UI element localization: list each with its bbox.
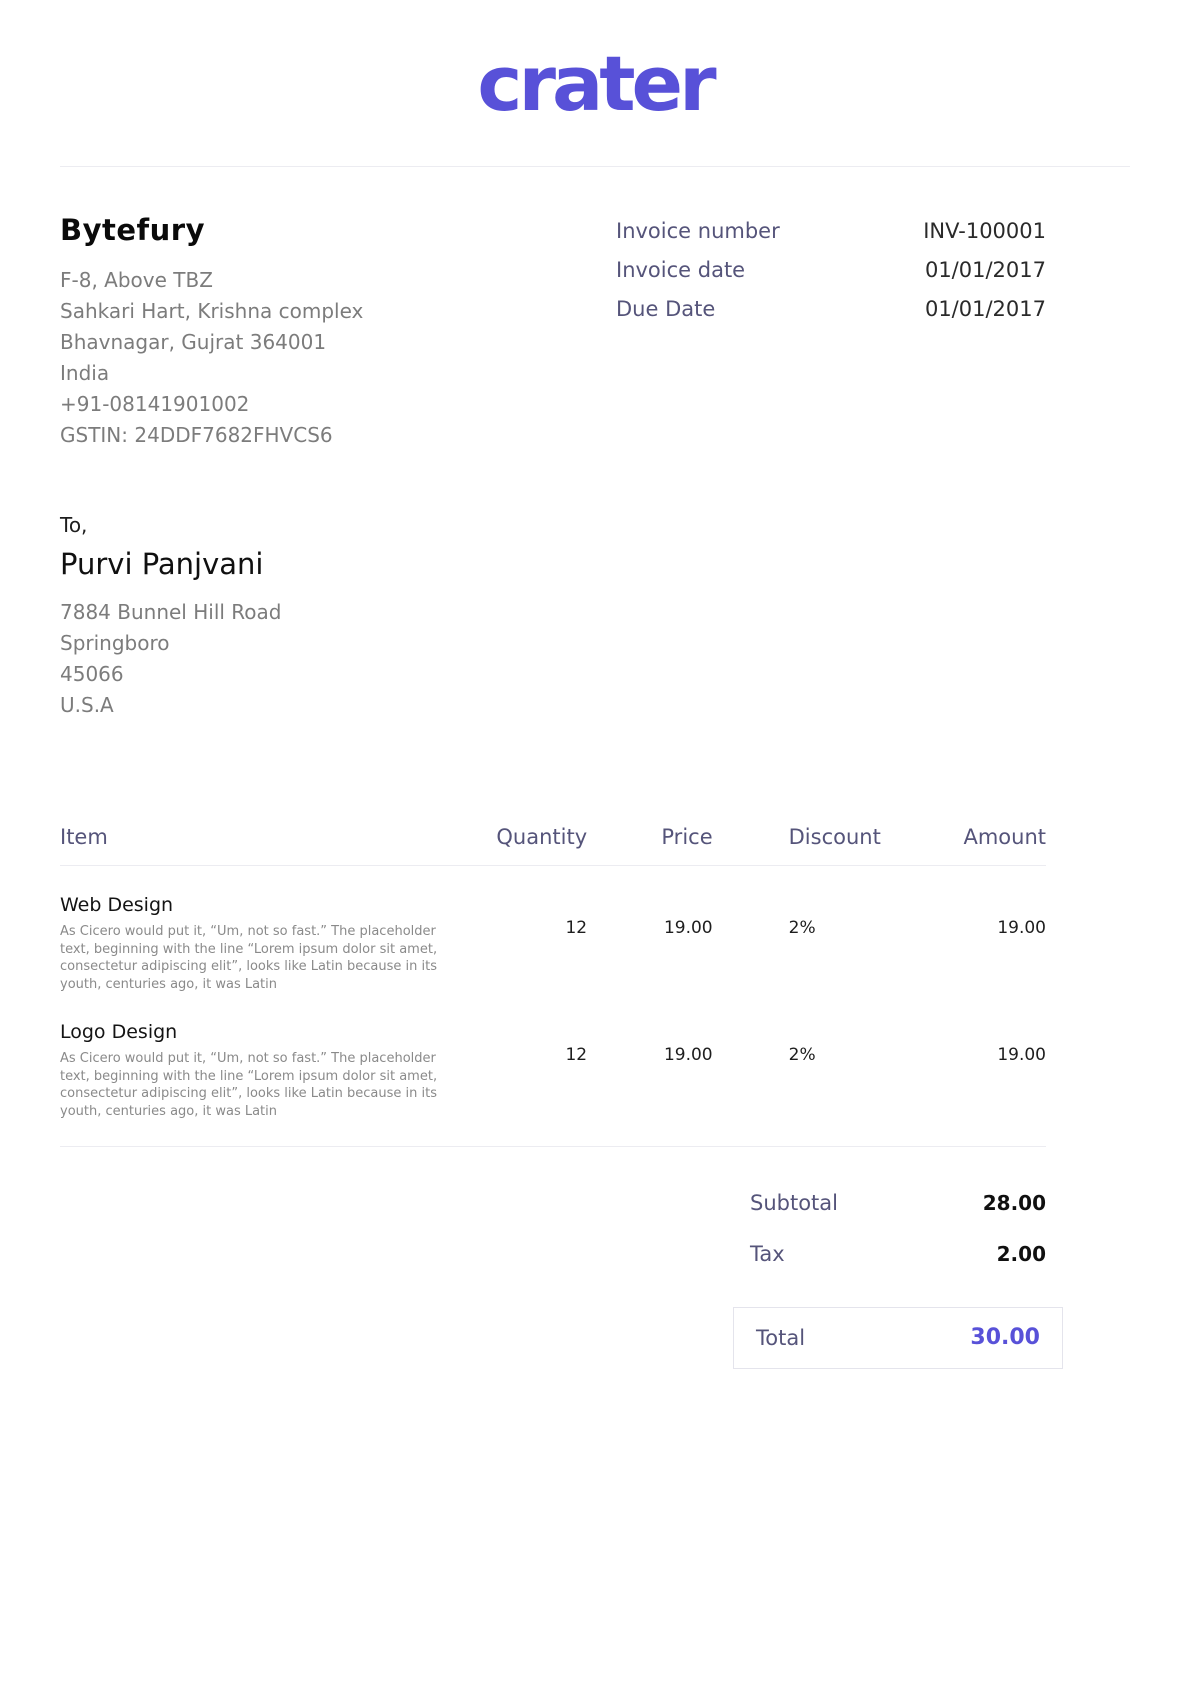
column-header-quantity: Quantity: [486, 825, 588, 866]
company-address-line: Bhavnagar, Gujrat 364001: [60, 330, 327, 354]
bill-to-prefix: To,: [60, 513, 88, 537]
invoice-date-label: Invoice date: [616, 258, 746, 282]
item-description: As Cicero would put it, “Um, not so fast…: [60, 924, 438, 992]
due-date-value: 01/01/2017: [924, 297, 1046, 321]
company-name: Bytefury: [60, 213, 206, 247]
item-amount: 19.00: [997, 918, 1046, 938]
company-address-line: F-8, Above TBZ: [60, 268, 213, 292]
item-price: 19.00: [663, 918, 713, 938]
customer-address-line: Springboro: [60, 631, 170, 655]
item-amount: 19.00: [888, 993, 1046, 1147]
total-label: Total: [756, 1325, 806, 1350]
tax-value: 2.00: [996, 1242, 1046, 1266]
company-address-line: India: [60, 361, 110, 385]
tax-label: Tax: [750, 1242, 785, 1266]
item-quantity: 12: [565, 918, 588, 938]
customer-address-line: 45066: [60, 662, 124, 686]
item-cell: Logo Design As Cicero would put it, “Um,…: [60, 993, 487, 1147]
invoice-number-value: INV-100001: [923, 219, 1046, 243]
company-and-meta-section: Bytefury F-8, Above TBZ Sahkari Hart, Kr…: [60, 213, 1130, 451]
items-table-header: Item Quantity Price Discount Amount: [60, 825, 1046, 866]
customer-address-line: 7884 Bunnel Hill Road: [60, 600, 282, 624]
item-name: Logo Design: [60, 1021, 178, 1043]
column-header-amount: Amount: [888, 825, 1046, 866]
subtotal-row: Subtotal 28.00: [750, 1191, 1046, 1215]
table-row: Web Design As Cicero would put it, “Um, …: [60, 866, 1046, 994]
item-quantity: 12: [486, 993, 588, 1147]
item-price: 19.00: [587, 993, 713, 1147]
invoice-date-row: Invoice date 01/01/2017: [616, 258, 1046, 282]
header-divider: [60, 166, 1130, 167]
customer-name: Purvi Panjvani: [60, 547, 264, 581]
invoice-number-label: Invoice number: [616, 219, 780, 243]
column-header-discount: Discount: [712, 825, 889, 866]
company-gstin: GSTIN: 24DDF7682FHVCS6: [60, 423, 333, 447]
column-header-item: Item: [60, 825, 487, 866]
item-name: Web Design: [60, 894, 174, 916]
items-table: Item Quantity Price Discount Amount Web …: [60, 825, 1046, 1147]
grand-total-box: Total 30.00: [733, 1307, 1063, 1369]
due-date-row: Due Date 01/01/2017: [616, 297, 1046, 321]
company-address-line: Sahkari Hart, Krishna complex: [60, 299, 364, 323]
invoice-date-value: 01/01/2017: [924, 258, 1046, 282]
invoice-number-row: Invoice number INV-100001: [616, 219, 1046, 243]
table-row: Logo Design As Cicero would put it, “Um,…: [60, 993, 1046, 1147]
tax-row: Tax 2.00: [750, 1242, 1046, 1266]
subtotal-value: 28.00: [982, 1191, 1046, 1215]
item-discount: 2%: [788, 918, 816, 938]
column-header-price: Price: [587, 825, 713, 866]
invoice-meta-block: Invoice number INV-100001 Invoice date 0…: [616, 219, 1046, 451]
due-date-label: Due Date: [616, 297, 716, 321]
company-block: Bytefury F-8, Above TBZ Sahkari Hart, Kr…: [60, 213, 363, 451]
item-description: As Cicero would put it, “Um, not so fast…: [60, 1051, 438, 1119]
crater-logo: crater: [477, 39, 716, 128]
item-discount: 2%: [712, 993, 889, 1147]
total-value: 30.00: [970, 1325, 1040, 1350]
item-cell: Web Design As Cicero would put it, “Um, …: [60, 866, 487, 994]
company-phone: +91-08141901002: [60, 392, 250, 416]
customer-address-line: U.S.A: [60, 693, 114, 717]
bill-to-block: To, Purvi Panjvani 7884 Bunnel Hill Road…: [60, 513, 1130, 721]
totals-section: Subtotal 28.00 Tax 2.00 Total 30.00: [60, 1191, 1130, 1369]
subtotal-label: Subtotal: [750, 1191, 838, 1215]
items-section: Item Quantity Price Discount Amount Web …: [60, 825, 1130, 1147]
logo-container: crater: [60, 34, 1130, 152]
